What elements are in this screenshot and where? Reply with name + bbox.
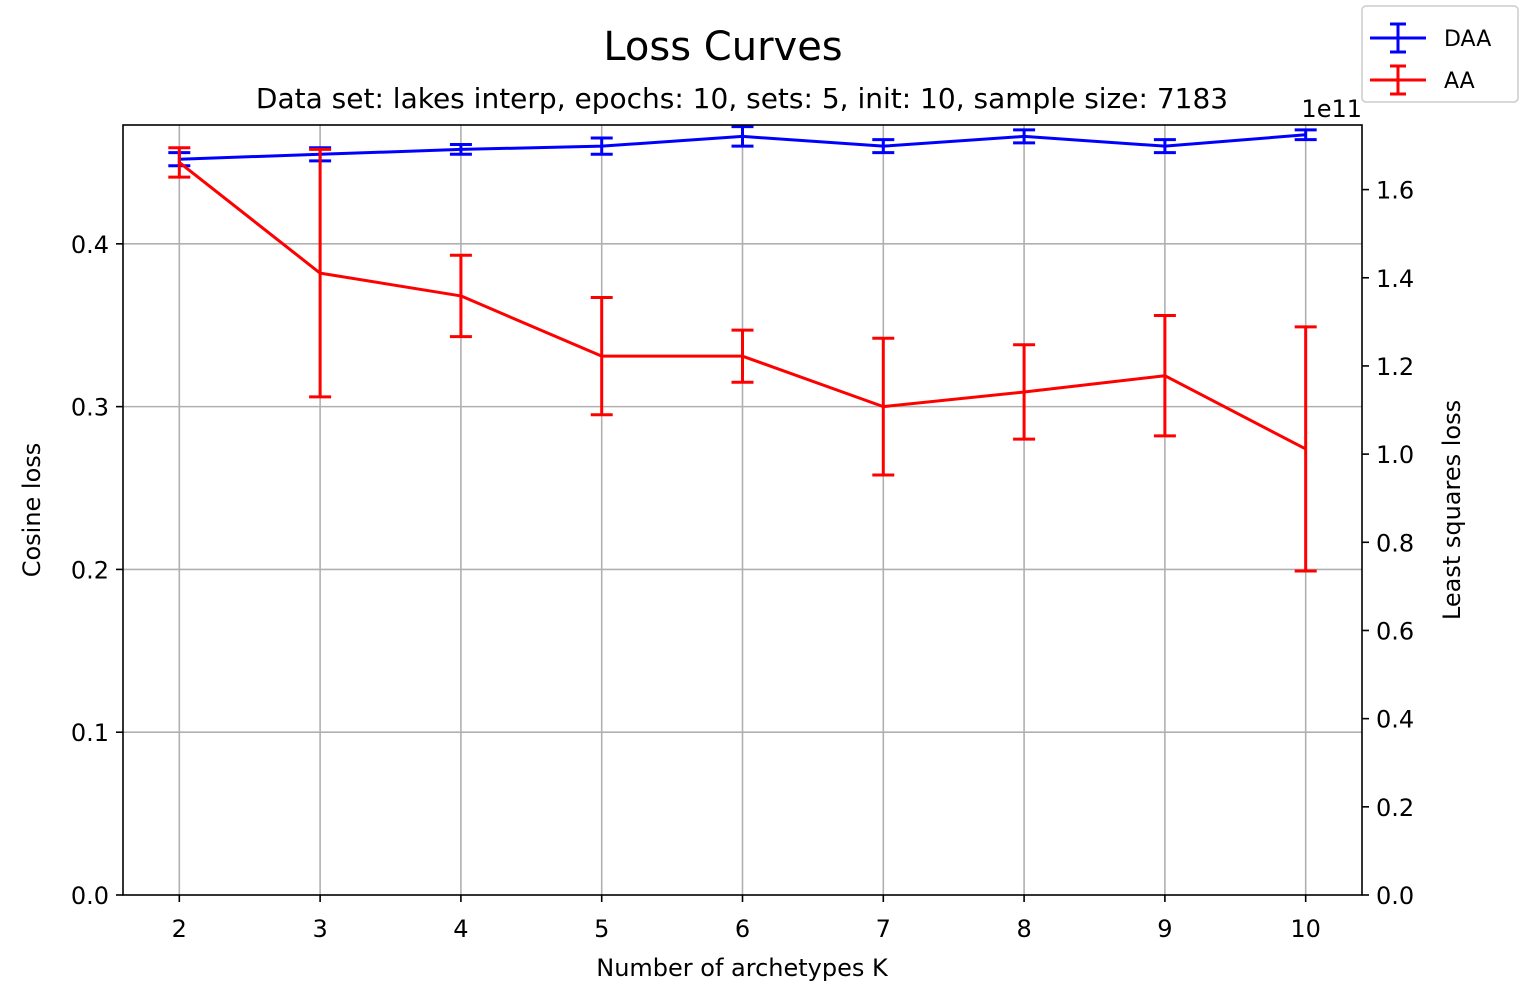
y-right-tick-label: 1.0 [1376,441,1414,469]
legend-entry-daa: DAA [1370,22,1491,54]
chart-title: Loss Curves [603,24,842,70]
y-right-tick-label: 1.4 [1376,265,1414,293]
y-right-tick-label: 1.2 [1376,353,1414,381]
y-right-tick-label: 0.8 [1376,529,1414,557]
y-right-tick-label: 0.0 [1376,882,1414,910]
y-axis-left: 0.0 0.1 0.2 0.3 0.4 [71,231,123,910]
series-layer [168,125,1317,573]
y-left-tick-label: 0.2 [71,556,109,584]
x-tick-label: 8 [1016,915,1031,943]
legend-frame [1361,5,1519,103]
x-tick-label: 6 [735,915,750,943]
y-axis-left-label: Cosine loss [18,443,46,578]
x-tick-label: 4 [453,915,468,943]
y-left-tick-label: 0.3 [71,394,109,422]
y-right-tick-label: 1.6 [1376,177,1414,205]
x-tick-label: 2 [172,915,187,943]
y-left-tick-label: 0.0 [71,882,109,910]
x-tick-label: 10 [1290,915,1321,943]
y-left-tick-label: 0.4 [71,231,109,259]
legend-label: DAA [1444,27,1491,52]
y-right-tick-label: 0.4 [1376,706,1414,734]
grid-lines [123,125,1362,895]
y-right-tick-label: 0.6 [1376,617,1414,645]
y-left-tick-label: 0.1 [71,719,109,747]
y-right-tick-label: 0.2 [1376,794,1414,822]
x-tick-label: 5 [594,915,609,943]
y-axis-right-offset-text: 1e11 [1301,95,1362,123]
chart-subtitle: Data set: lakes interp, epochs: 10, sets… [256,82,1228,115]
y-axis-right-label: Least squares loss [1438,400,1466,620]
series-daa [168,125,1317,168]
x-axis: 2 3 4 5 6 7 8 9 10 [172,895,1321,943]
x-tick-label: 3 [312,915,327,943]
series-aa [168,146,1317,573]
legend-label: AA [1444,69,1475,94]
legend-entry-aa: AA [1370,64,1475,96]
x-tick-label: 7 [876,915,891,943]
legend: DAA AA [1361,5,1519,103]
x-axis-label: Number of archetypes K [596,954,889,982]
y-axis-right: 0.0 0.2 0.4 0.6 0.8 1.0 1.2 1.4 1.6 [1362,177,1414,910]
x-tick-label: 9 [1157,915,1172,943]
